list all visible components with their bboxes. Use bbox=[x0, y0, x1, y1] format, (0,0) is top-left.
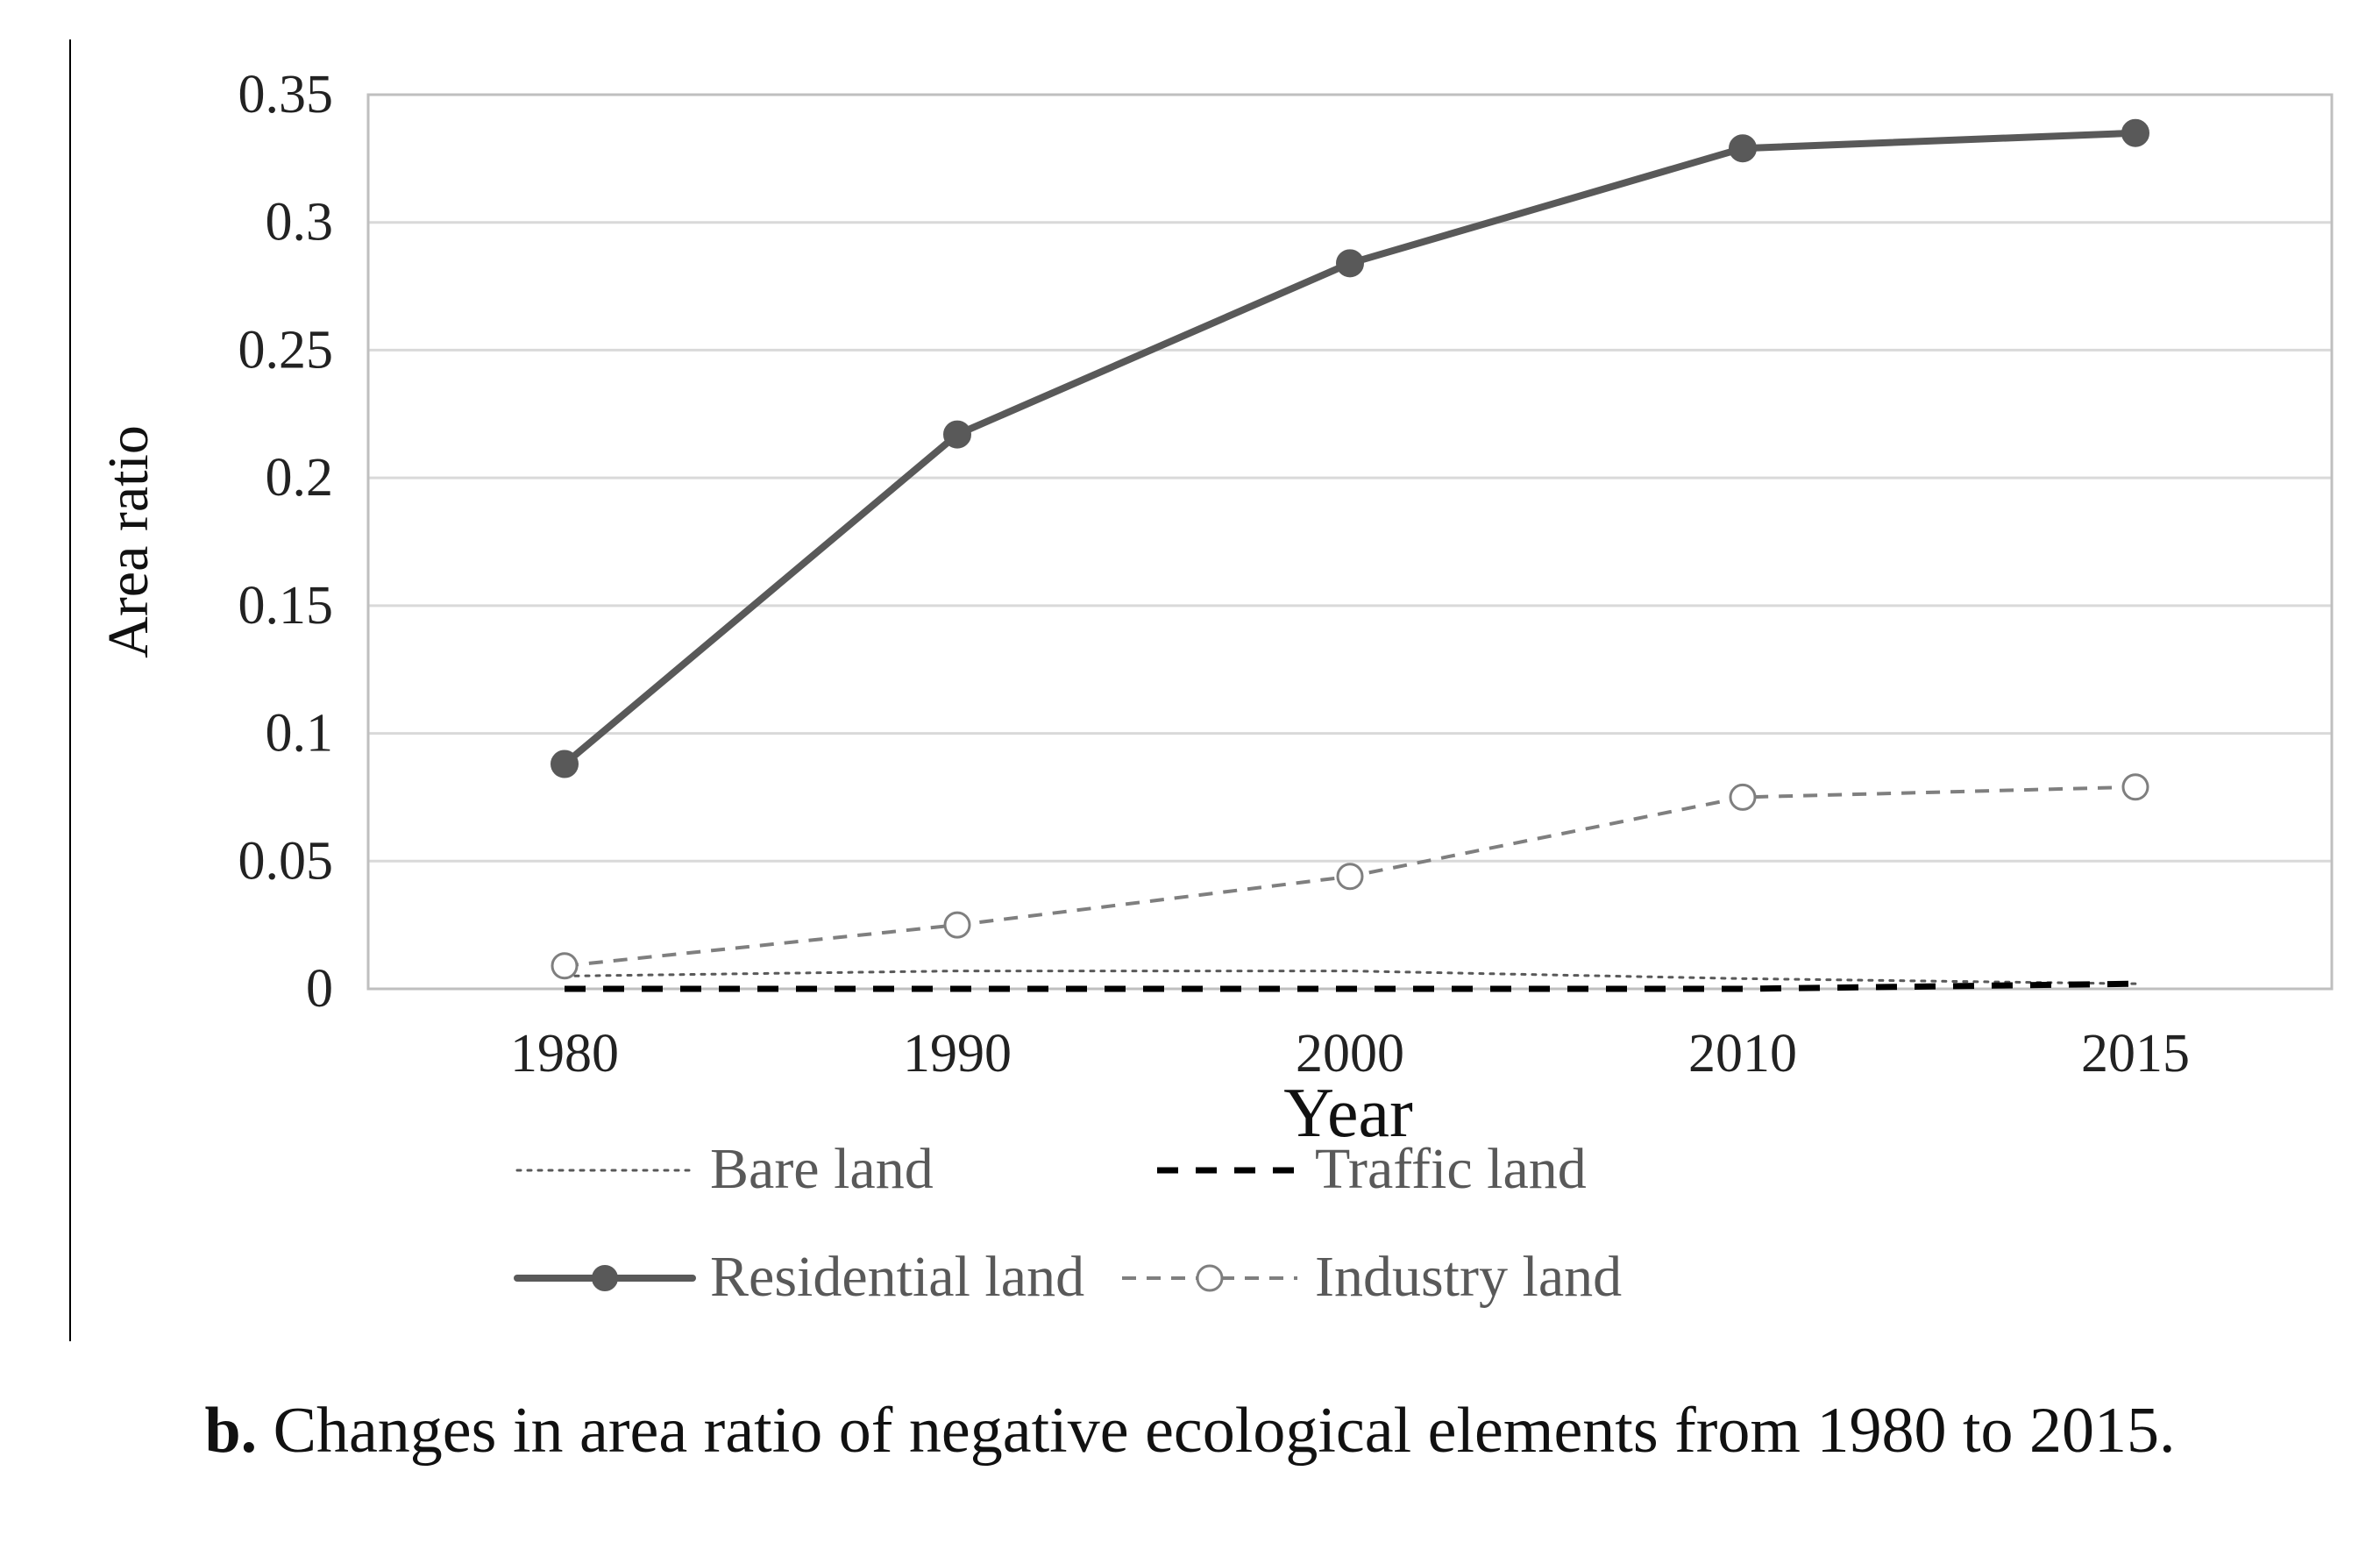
y-axis-ticks: 0 0.05 0.1 0.15 0.2 0.25 0.3 0.35 bbox=[238, 65, 334, 1019]
x-axis-ticks: 1980 1990 2000 2010 2015 bbox=[510, 1024, 2190, 1084]
grid bbox=[368, 221, 2332, 991]
series-line-traffic-land bbox=[565, 980, 2136, 992]
series bbox=[551, 118, 2149, 992]
y-tick-label: 0.1 bbox=[266, 704, 334, 764]
y-tick-label: 0.15 bbox=[238, 576, 334, 636]
legend-label: Bare land bbox=[710, 1137, 934, 1201]
figure-caption: b. Changes in area ratio of negative eco… bbox=[0, 1394, 2380, 1468]
data-point bbox=[551, 952, 579, 980]
x-tick-label: 2010 bbox=[1688, 1024, 1797, 1084]
legend-marker bbox=[1196, 1264, 1224, 1292]
legend-label: Industry land bbox=[1315, 1245, 1622, 1309]
data-point bbox=[1729, 783, 1757, 811]
legend-label: Residential land bbox=[710, 1245, 1084, 1309]
y-tick-label: 0.05 bbox=[238, 831, 334, 891]
plot-area-border bbox=[366, 93, 2334, 991]
data-point bbox=[1336, 863, 1364, 891]
data-point bbox=[1729, 134, 1757, 163]
y-tick-label: 0.2 bbox=[266, 448, 334, 508]
data-point bbox=[2121, 118, 2149, 147]
caption-label: b. bbox=[204, 1395, 258, 1467]
x-tick-label: 2015 bbox=[2081, 1024, 2190, 1084]
legend-label: Traffic land bbox=[1315, 1137, 1587, 1201]
x-tick-label: 1990 bbox=[903, 1024, 1012, 1084]
legend: Bare land Traffic land Residential land Ind… bbox=[514, 1137, 1622, 1309]
data-point bbox=[1336, 249, 1364, 278]
y-tick-label: 0.35 bbox=[238, 65, 334, 124]
data-point bbox=[943, 911, 971, 939]
data-point bbox=[551, 750, 579, 778]
x-tick-label: 1980 bbox=[510, 1024, 619, 1084]
series-line-residential-land bbox=[561, 129, 2139, 768]
data-point bbox=[943, 420, 971, 449]
data-point bbox=[2121, 773, 2149, 801]
y-tick-label: 0.3 bbox=[266, 193, 334, 252]
legend-marker bbox=[592, 1265, 618, 1291]
y-tick-label: 0 bbox=[306, 959, 333, 1019]
series-line-bare-land bbox=[563, 970, 2137, 985]
x-tick-label: 2000 bbox=[1296, 1024, 1404, 1084]
x-axis-title: Year bbox=[1283, 1075, 1412, 1152]
caption-text: Changes in area ratio of negative ecolog… bbox=[257, 1395, 2176, 1467]
y-tick-label: 0.25 bbox=[238, 320, 334, 380]
y-axis-title: Area ratio bbox=[96, 425, 160, 658]
